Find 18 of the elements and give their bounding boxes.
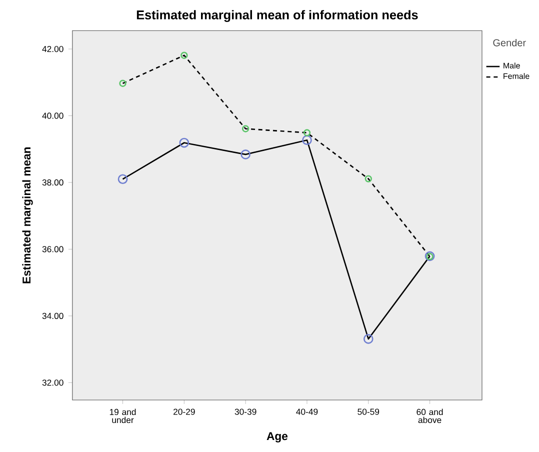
x-tick-label: 30-39 <box>234 408 256 415</box>
x-axis-title: Age <box>266 432 288 442</box>
y-tick-label: 40.00 <box>42 112 64 119</box>
y-tick-label: 32.00 <box>42 380 64 386</box>
x-tick-label: 60 and above <box>416 408 443 424</box>
legend-title: Gender <box>493 38 526 46</box>
y-tick-label: 36.00 <box>42 246 64 252</box>
x-tick-label: 50-59 <box>358 408 380 415</box>
legend-label: Female <box>504 73 530 79</box>
y-axis-title: Estimated marginal mean <box>22 147 33 284</box>
y-tick-label: 42.00 <box>42 46 64 52</box>
x-tick-label: 40-49 <box>296 408 318 415</box>
chart-title: Estimated marginal mean of information needs <box>136 10 418 22</box>
x-tick-label: 20-29 <box>174 408 195 415</box>
y-tick-label: 38.00 <box>42 179 64 186</box>
legend-label: Male <box>504 62 520 69</box>
y-tick-label: 34.00 <box>42 312 64 319</box>
x-tick-label: 19 and under <box>110 408 136 424</box>
